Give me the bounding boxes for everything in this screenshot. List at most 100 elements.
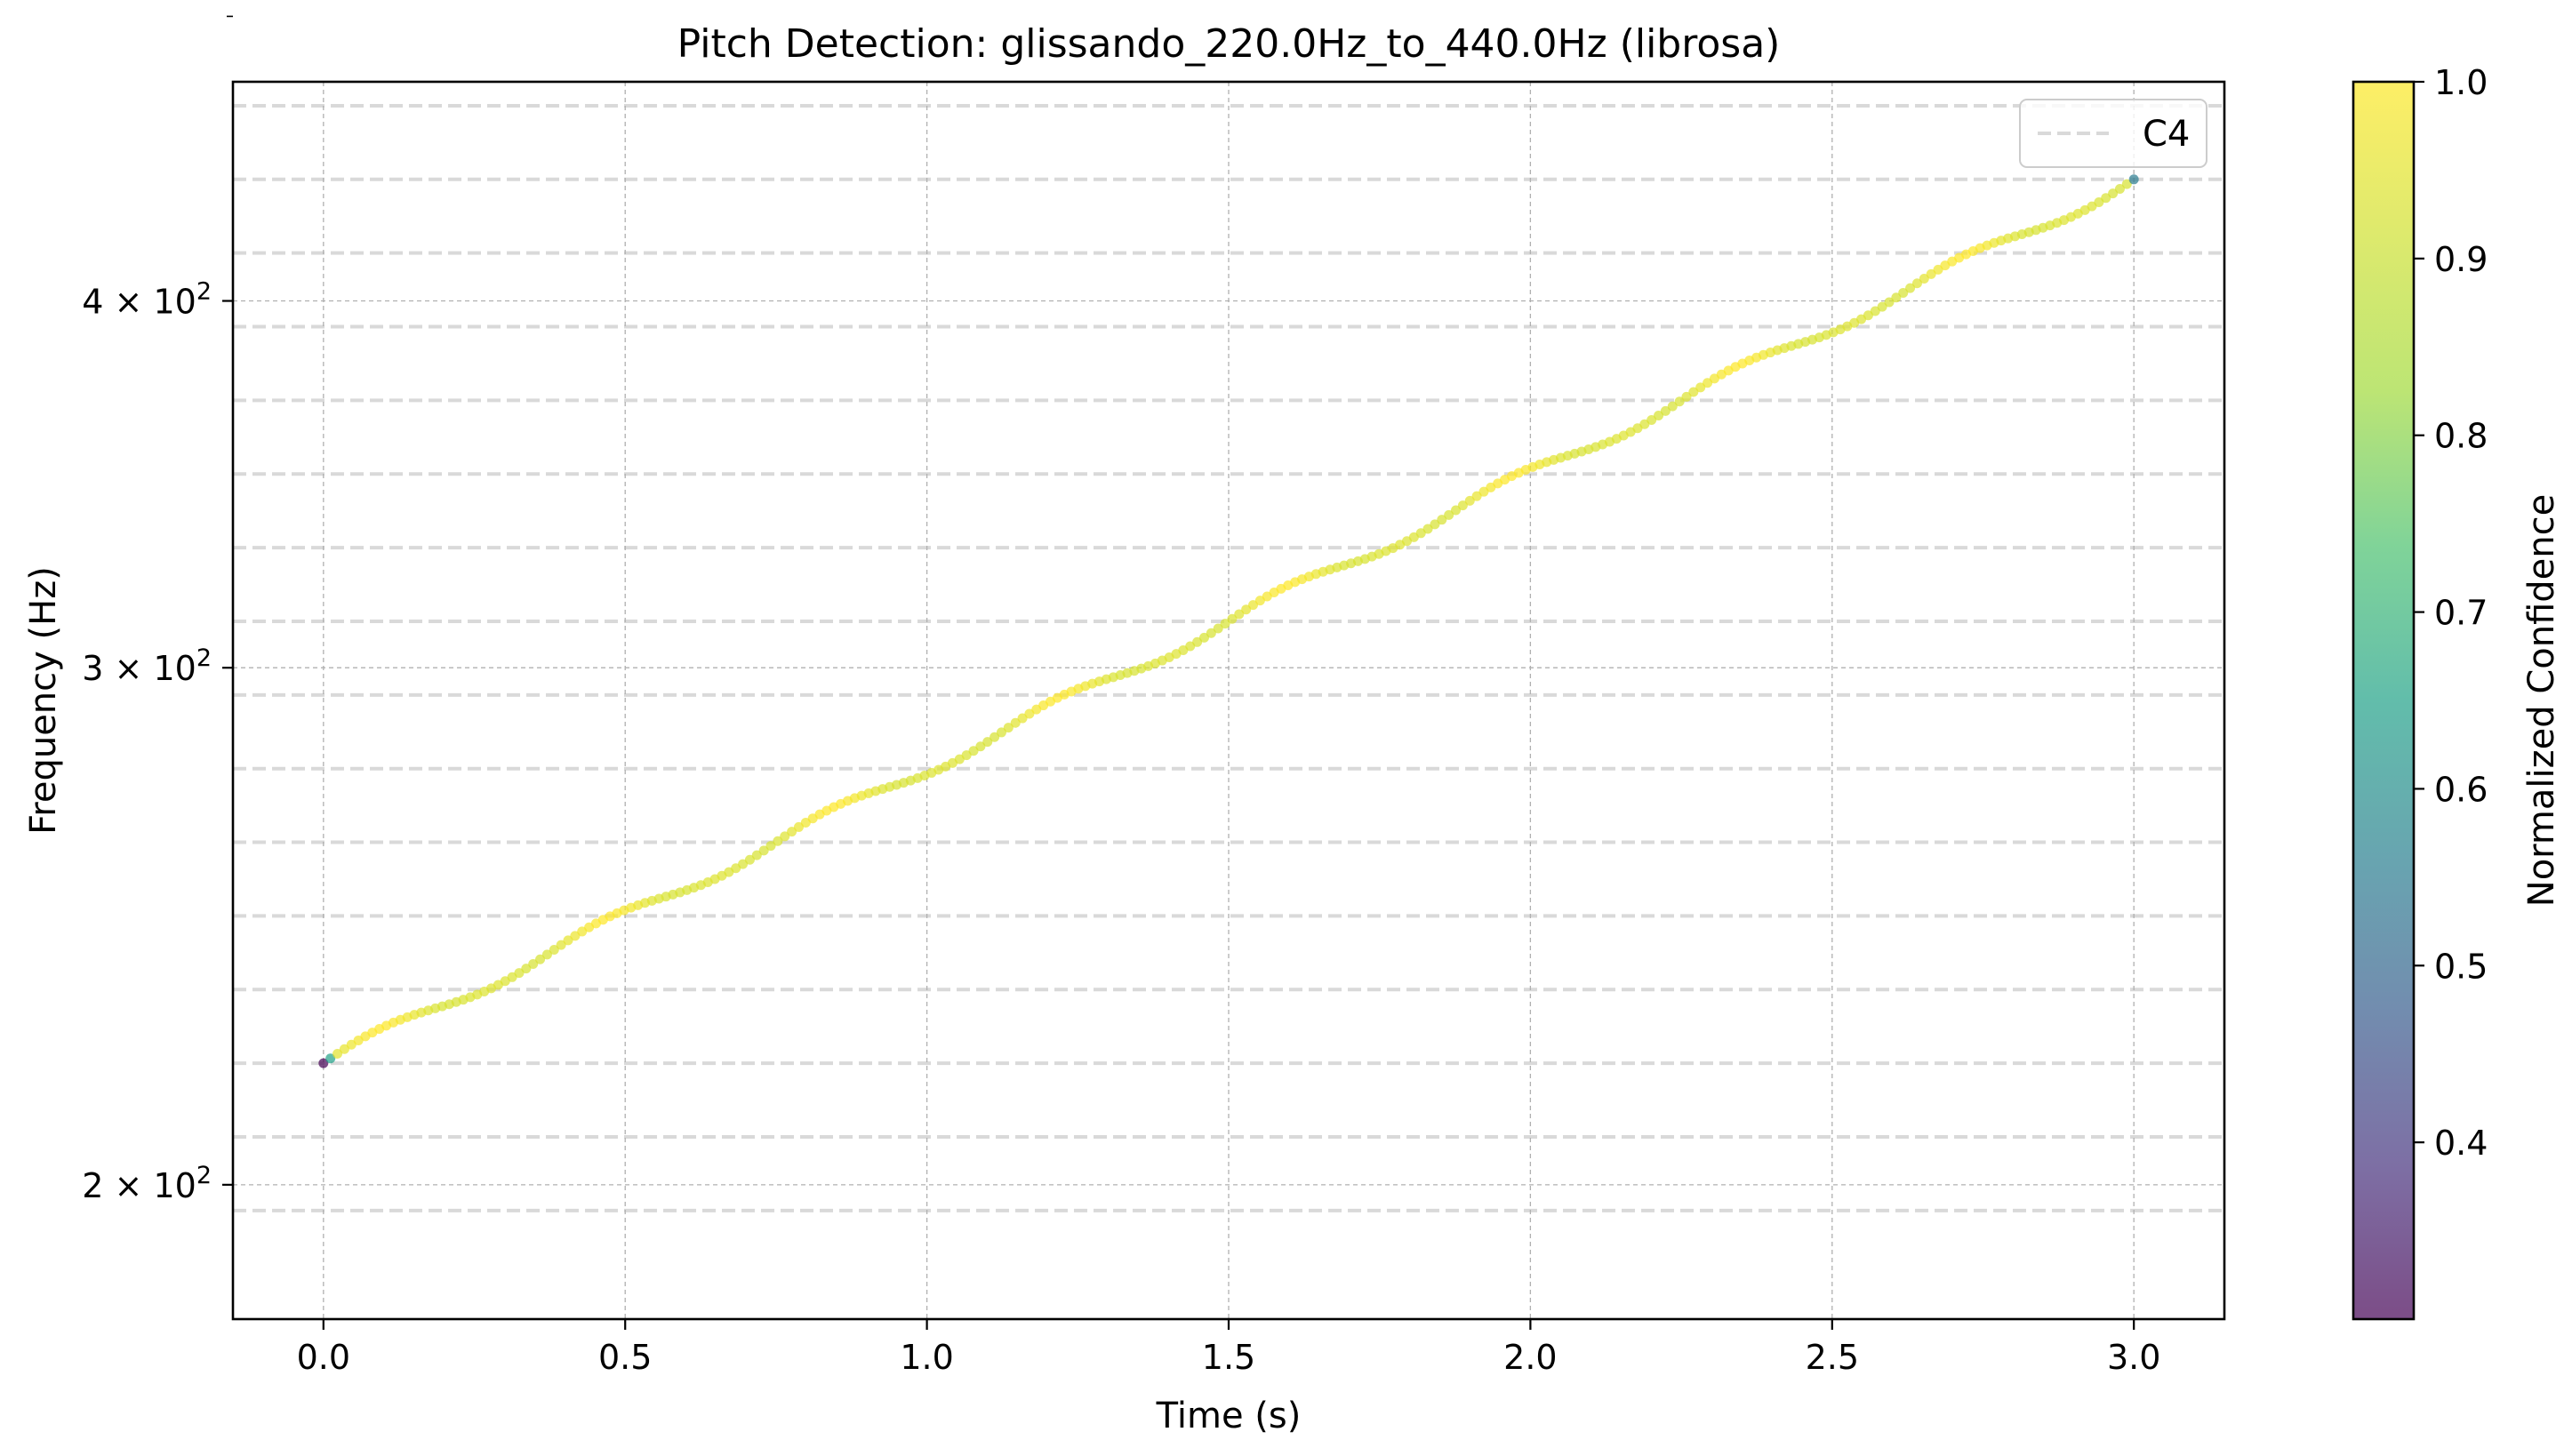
pitch-point [514, 968, 525, 979]
pitch-point [318, 1058, 329, 1068]
pitch-point [1703, 378, 1713, 388]
pitch-point [1024, 708, 1035, 719]
pitch-point [1884, 297, 1895, 308]
pitch-point [1010, 717, 1021, 728]
colorbar-gradient [2353, 82, 2414, 1319]
pitch-point [339, 1044, 349, 1054]
pitch-point [1457, 500, 1468, 511]
pitch-point [541, 949, 552, 960]
plot-area: 0.0 0.5 1.0 1.5 2.0 2.5 3.0 2 × 102 3 × 102 4 × … [82, 15, 2226, 1377]
pitch-point [1430, 519, 1440, 530]
pitch-point [1905, 283, 1916, 293]
pitch-point [1898, 287, 1909, 298]
pitch-point [2094, 197, 2104, 208]
pitch-point [1877, 301, 1887, 312]
pitch-point [1220, 619, 1230, 629]
pitch-point [1695, 382, 1706, 393]
pitch-point [1891, 292, 1902, 303]
pitch-point [1674, 396, 1685, 407]
pitch-point [570, 931, 581, 941]
pitch-point [1911, 278, 1922, 289]
x-tick-label: 1.0 [900, 1338, 953, 1377]
y-tick-label: 4 × 102 [82, 278, 212, 322]
pitch-point [535, 954, 546, 964]
pitch-point [968, 746, 979, 756]
colorbar: 0.4 0.5 0.6 0.7 0.8 0.9 1.0 Normalized Confide… [2352, 63, 2562, 1321]
colorbar-tick-label: 1.0 [2434, 63, 2488, 102]
pitch-point [1444, 509, 1454, 520]
pitch-point [1192, 636, 1203, 647]
x-axis-label: Time (s) [1156, 1396, 1302, 1436]
colorbar-tick-label: 0.4 [2434, 1124, 2488, 1163]
colorbar-tick-label: 0.5 [2434, 947, 2488, 986]
colorbar-label: Normalized Confidence [2521, 494, 2562, 907]
pitch-point [1234, 609, 1245, 620]
pitch-point [990, 732, 1000, 742]
colorbar-frame [2352, 80, 2416, 1321]
pitch-point [1213, 623, 1223, 634]
pitch-point [325, 1053, 336, 1064]
pitch-point [751, 850, 762, 860]
pitch-point [1198, 632, 1209, 643]
pitch-point [738, 859, 749, 869]
pitch-point [1660, 405, 1671, 416]
pitch-point [1415, 528, 1426, 539]
pitch-point [996, 727, 1006, 738]
x-tick-label: 2.5 [1806, 1338, 1859, 1377]
pitch-point [1667, 401, 1678, 412]
pitch-point [961, 750, 972, 761]
pitch-point [1464, 495, 1475, 506]
pitch-point [1248, 600, 1259, 611]
pitch-point [758, 845, 769, 856]
pitch-point [2128, 174, 2139, 185]
colorbar-tick-label: 0.9 [2434, 240, 2488, 279]
pitch-point [2101, 193, 2111, 204]
pitch-point [2121, 179, 2132, 189]
pitch-point [521, 964, 532, 974]
x-tick-label: 0.0 [297, 1338, 350, 1377]
y-tick-label: 2 × 102 [82, 1162, 212, 1205]
pitch-point [793, 821, 804, 832]
pitch-point [765, 841, 776, 852]
pitch-point [1437, 515, 1447, 525]
pitch-point [2108, 188, 2119, 199]
pitch-point [1926, 268, 1936, 279]
y-axis-label: Frequency (Hz) [23, 566, 64, 835]
pitch-point [982, 737, 993, 748]
pitch-point [780, 831, 790, 842]
x-tick-label: 1.5 [1202, 1338, 1255, 1377]
pitch-point [1688, 387, 1699, 397]
pitch-point [1478, 486, 1489, 497]
pitch-point [333, 1048, 343, 1059]
legend-label-c4: C4 [2143, 114, 2190, 155]
pitch-point [346, 1039, 357, 1050]
chart-title: Pitch Detection: glissando_220.0Hz_to_44… [677, 21, 1781, 67]
pitch-point [1919, 273, 1929, 284]
pitch-point [1422, 524, 1433, 534]
pitch-point [1870, 306, 1880, 316]
pitch-point [528, 958, 539, 969]
pitch-point [1206, 628, 1216, 638]
pitch-point [1654, 411, 1664, 421]
pitch-point [549, 944, 559, 955]
pitch-point [1241, 604, 1252, 615]
pitch-point [2114, 183, 2125, 194]
pitch-point [744, 854, 755, 865]
colorbar-tick-label: 0.6 [2434, 770, 2488, 809]
legend-box [2019, 99, 2207, 168]
pitch-point [975, 741, 986, 752]
colorbar-tick-label: 0.7 [2434, 594, 2488, 633]
pitch-point [556, 940, 566, 950]
pitch-point [1017, 713, 1028, 724]
y-tick-label: 3 × 102 [82, 644, 212, 688]
pitch-point [1451, 505, 1462, 516]
pitch-point [1003, 723, 1014, 733]
pitch-point [773, 836, 783, 846]
x-tick-label: 3.0 [2107, 1338, 2160, 1377]
pitch-point [1647, 415, 1657, 426]
colorbar-tick-label: 0.8 [2434, 417, 2488, 456]
pitch-point [1227, 613, 1238, 624]
pitch-point [1681, 391, 1692, 402]
x-tick-label: 2.0 [1503, 1338, 1557, 1377]
